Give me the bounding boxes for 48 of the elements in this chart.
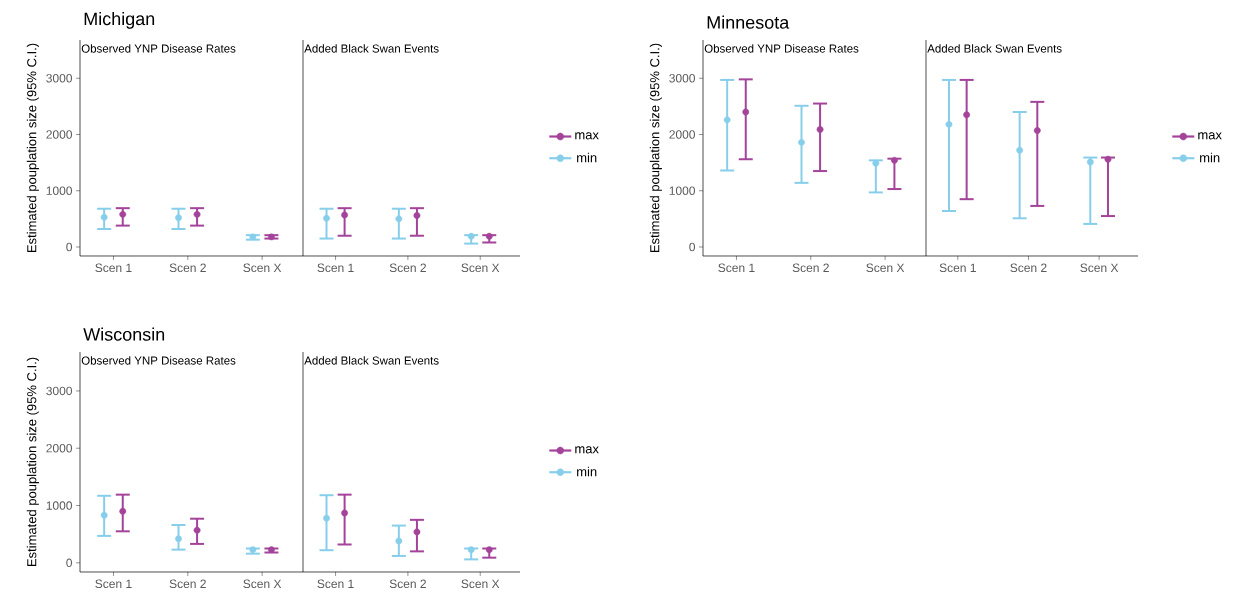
y-tick-label: 2000: [46, 130, 73, 139]
chart-subtitle: Added Black Swan Events: [304, 44, 439, 53]
y-tick-label: 2000: [669, 130, 696, 139]
x-tick-label: Scen 1: [95, 579, 132, 589]
y-tick-label: 2000: [46, 443, 73, 453]
y-tick-label: 3000: [669, 73, 696, 83]
y-axis-title: Estimated pouplation size (95% C.I.): [649, 43, 662, 253]
x-tick-label: Scen X: [866, 263, 905, 273]
y-axis-title: Estimated pouplation size (95% C.I.): [26, 43, 39, 253]
legend-label: max: [575, 446, 599, 454]
x-tick-label: Scen 2: [1010, 263, 1047, 273]
y-tick-label: 0: [689, 242, 696, 252]
legend-label: min: [1200, 152, 1220, 163]
legend-label: min: [577, 152, 597, 163]
x-tick-label: Scen X: [243, 263, 282, 273]
x-tick-label: Scen 2: [169, 263, 206, 273]
chart-title: Minnesota: [707, 15, 790, 29]
legend-label: max: [1198, 132, 1222, 140]
y-tick-label: 3000: [46, 386, 73, 396]
x-tick-label: Scen X: [243, 579, 282, 589]
y-tick-label: 0: [66, 242, 73, 252]
y-tick-label: 0: [66, 558, 73, 568]
x-tick-label: Scen 1: [718, 263, 755, 273]
legend-label: max: [575, 132, 599, 140]
y-tick-label: 1000: [669, 186, 696, 195]
chart-subtitle: Observed YNP Disease Rates: [81, 44, 236, 53]
x-tick-label: Scen 1: [939, 263, 976, 273]
x-tick-label: Scen 1: [95, 263, 132, 273]
chart-title: Wisconsin: [83, 327, 165, 341]
chart-subtitle: Added Black Swan Events: [304, 356, 439, 365]
x-tick-label: Scen 2: [792, 263, 829, 273]
y-axis-title: Estimated pouplation size (95% C.I.): [26, 357, 39, 567]
y-tick-label: 1000: [46, 501, 73, 510]
chart-subtitle: Observed YNP Disease Rates: [704, 44, 859, 53]
x-tick-label: Scen 2: [389, 263, 426, 273]
x-tick-label: Scen X: [461, 579, 500, 589]
chart-subtitle: Added Black Swan Events: [927, 44, 1062, 53]
y-tick-label: 3000: [46, 73, 73, 83]
chart-title: Michigan: [84, 12, 155, 29]
legend-label: min: [577, 466, 597, 477]
chart-subtitle: Observed YNP Disease Rates: [81, 356, 236, 365]
x-tick-label: Scen 2: [169, 579, 206, 589]
x-tick-label: Scen 1: [317, 579, 354, 589]
y-tick-label: 1000: [46, 186, 73, 195]
x-tick-label: Scen 2: [389, 579, 426, 589]
x-tick-label: Scen X: [1080, 263, 1119, 273]
x-tick-label: Scen 1: [317, 263, 354, 273]
x-tick-label: Scen X: [461, 263, 500, 273]
